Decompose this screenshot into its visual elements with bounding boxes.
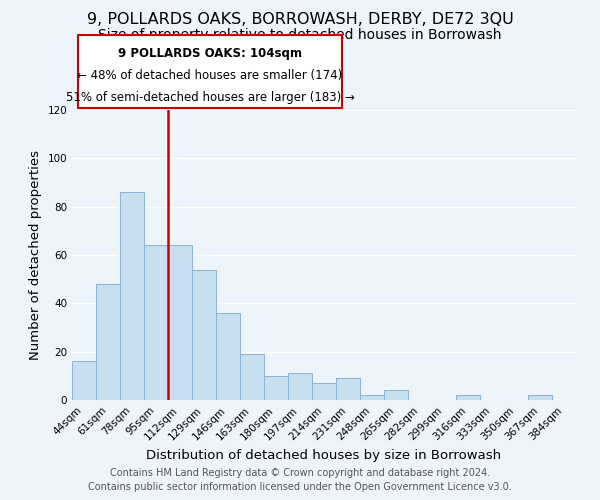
Bar	[72, 362, 96, 400]
Text: 9 POLLARDS OAKS: 104sqm: 9 POLLARDS OAKS: 104sqm	[118, 48, 302, 60]
Bar	[168, 246, 192, 400]
Text: 9, POLLARDS OAKS, BORROWASH, DERBY, DE72 3QU: 9, POLLARDS OAKS, BORROWASH, DERBY, DE72…	[86, 12, 514, 28]
Bar	[144, 246, 168, 400]
Bar	[240, 354, 264, 400]
Bar	[312, 383, 336, 400]
Bar	[216, 313, 240, 400]
Bar	[264, 376, 288, 400]
Bar	[384, 390, 408, 400]
Bar	[336, 378, 360, 400]
Bar	[96, 284, 120, 400]
Bar	[360, 395, 384, 400]
Bar	[456, 395, 480, 400]
Bar	[192, 270, 216, 400]
X-axis label: Distribution of detached houses by size in Borrowash: Distribution of detached houses by size …	[146, 448, 502, 462]
Text: 51% of semi-detached houses are larger (183) →: 51% of semi-detached houses are larger (…	[65, 90, 355, 104]
Text: ← 48% of detached houses are smaller (174): ← 48% of detached houses are smaller (17…	[77, 69, 343, 82]
Y-axis label: Number of detached properties: Number of detached properties	[29, 150, 42, 360]
Text: Contains HM Land Registry data © Crown copyright and database right 2024.
Contai: Contains HM Land Registry data © Crown c…	[88, 468, 512, 492]
Bar	[120, 192, 144, 400]
Bar	[528, 395, 552, 400]
Text: Size of property relative to detached houses in Borrowash: Size of property relative to detached ho…	[98, 28, 502, 42]
Bar	[288, 374, 312, 400]
